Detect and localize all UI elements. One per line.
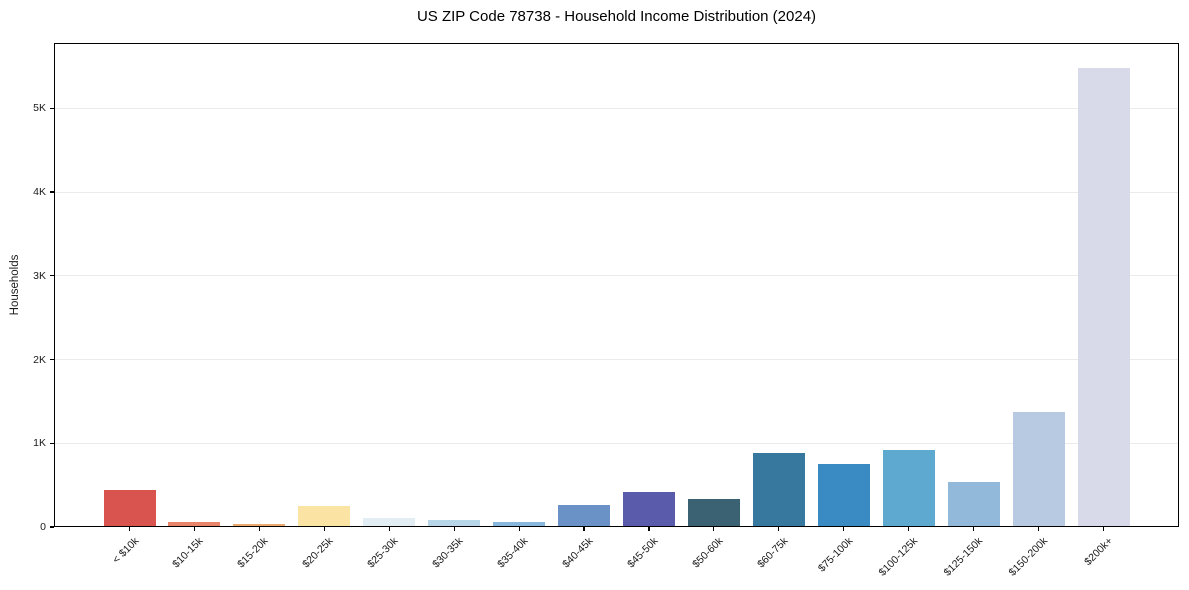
gridline bbox=[55, 359, 1178, 361]
bar-$15-20k bbox=[233, 524, 286, 527]
x-tick-label: $35-40k bbox=[495, 535, 531, 571]
x-tick-mark bbox=[128, 527, 131, 531]
plot-frame bbox=[54, 43, 1179, 527]
x-tick-label: $150-200k bbox=[1006, 535, 1051, 579]
x-tick-mark bbox=[908, 527, 910, 531]
bar-$75-100k bbox=[817, 464, 870, 527]
x-tick-label: $20-25k bbox=[300, 535, 336, 571]
y-tick-mark bbox=[50, 526, 54, 528]
x-tick-label: $15-20k bbox=[235, 535, 271, 571]
x-tick-mark bbox=[583, 527, 585, 531]
x-tick-mark bbox=[258, 527, 260, 531]
x-tick-mark bbox=[648, 527, 650, 531]
bar-$25-30k bbox=[363, 517, 416, 527]
x-tick-mark bbox=[388, 527, 390, 531]
bar-$100-125k bbox=[882, 450, 935, 527]
bar-$35-40k bbox=[493, 521, 546, 527]
x-tick-label: $45-50k bbox=[625, 535, 661, 571]
y-tick-mark bbox=[50, 358, 54, 361]
bar-$30-35k bbox=[428, 520, 481, 527]
x-tick-label: $125-150k bbox=[941, 535, 986, 579]
gridline bbox=[55, 191, 1178, 193]
x-tick-mark bbox=[193, 527, 196, 531]
gridline bbox=[55, 275, 1178, 277]
y-tick-mark bbox=[50, 191, 54, 193]
bar-$50-60k bbox=[687, 499, 740, 527]
y-tick-label: 4K bbox=[33, 186, 46, 199]
y-tick-mark bbox=[50, 275, 54, 277]
bar-$150-200k bbox=[1012, 412, 1065, 527]
y-tick-label: 3K bbox=[33, 269, 46, 282]
x-tick-mark bbox=[323, 527, 325, 531]
x-tick-label: $10-15k bbox=[170, 535, 206, 571]
bar-$200k+ bbox=[1077, 68, 1130, 527]
x-tick-mark bbox=[713, 527, 715, 531]
bar-$45-50k bbox=[622, 492, 675, 527]
y-tick-mark bbox=[50, 442, 54, 444]
bar-< $10k bbox=[103, 490, 156, 527]
x-tick-label: < $10k bbox=[109, 535, 141, 566]
bar-$125-150k bbox=[947, 481, 1000, 527]
x-tick-label: $200k+ bbox=[1081, 535, 1115, 569]
x-tick-mark bbox=[453, 527, 455, 531]
x-tick-label: $60-75k bbox=[754, 535, 791, 571]
x-tick-label: $75-100k bbox=[815, 535, 856, 575]
y-tick-mark bbox=[50, 107, 54, 109]
y-tick-label: 2K bbox=[33, 353, 46, 366]
y-tick-label: 0 bbox=[40, 521, 46, 533]
y-axis-label: Households bbox=[9, 254, 21, 316]
x-tick-mark bbox=[843, 527, 845, 531]
x-tick-label: $100-125k bbox=[876, 535, 921, 579]
y-tick-label: 1K bbox=[33, 437, 46, 450]
bar-$20-25k bbox=[298, 506, 351, 527]
x-tick-mark bbox=[778, 527, 780, 531]
x-tick-label: $40-45k bbox=[560, 535, 596, 571]
x-tick-mark bbox=[973, 527, 975, 531]
bar-$60-75k bbox=[752, 452, 805, 527]
y-tick-label: 5K bbox=[33, 102, 46, 115]
bar-$10-15k bbox=[168, 522, 221, 527]
gridline bbox=[55, 442, 1178, 444]
x-tick-label: $50-60k bbox=[690, 535, 726, 571]
x-tick-label: $25-30k bbox=[365, 535, 401, 571]
x-tick-label: $30-35k bbox=[430, 535, 466, 571]
x-tick-mark bbox=[1037, 527, 1040, 531]
x-tick-mark bbox=[518, 527, 520, 531]
bar-$40-45k bbox=[558, 504, 611, 527]
x-tick-mark bbox=[1102, 527, 1105, 531]
chart-title: US ZIP Code 78738 - Household Income Dis… bbox=[416, 8, 817, 25]
gridline bbox=[55, 107, 1178, 109]
